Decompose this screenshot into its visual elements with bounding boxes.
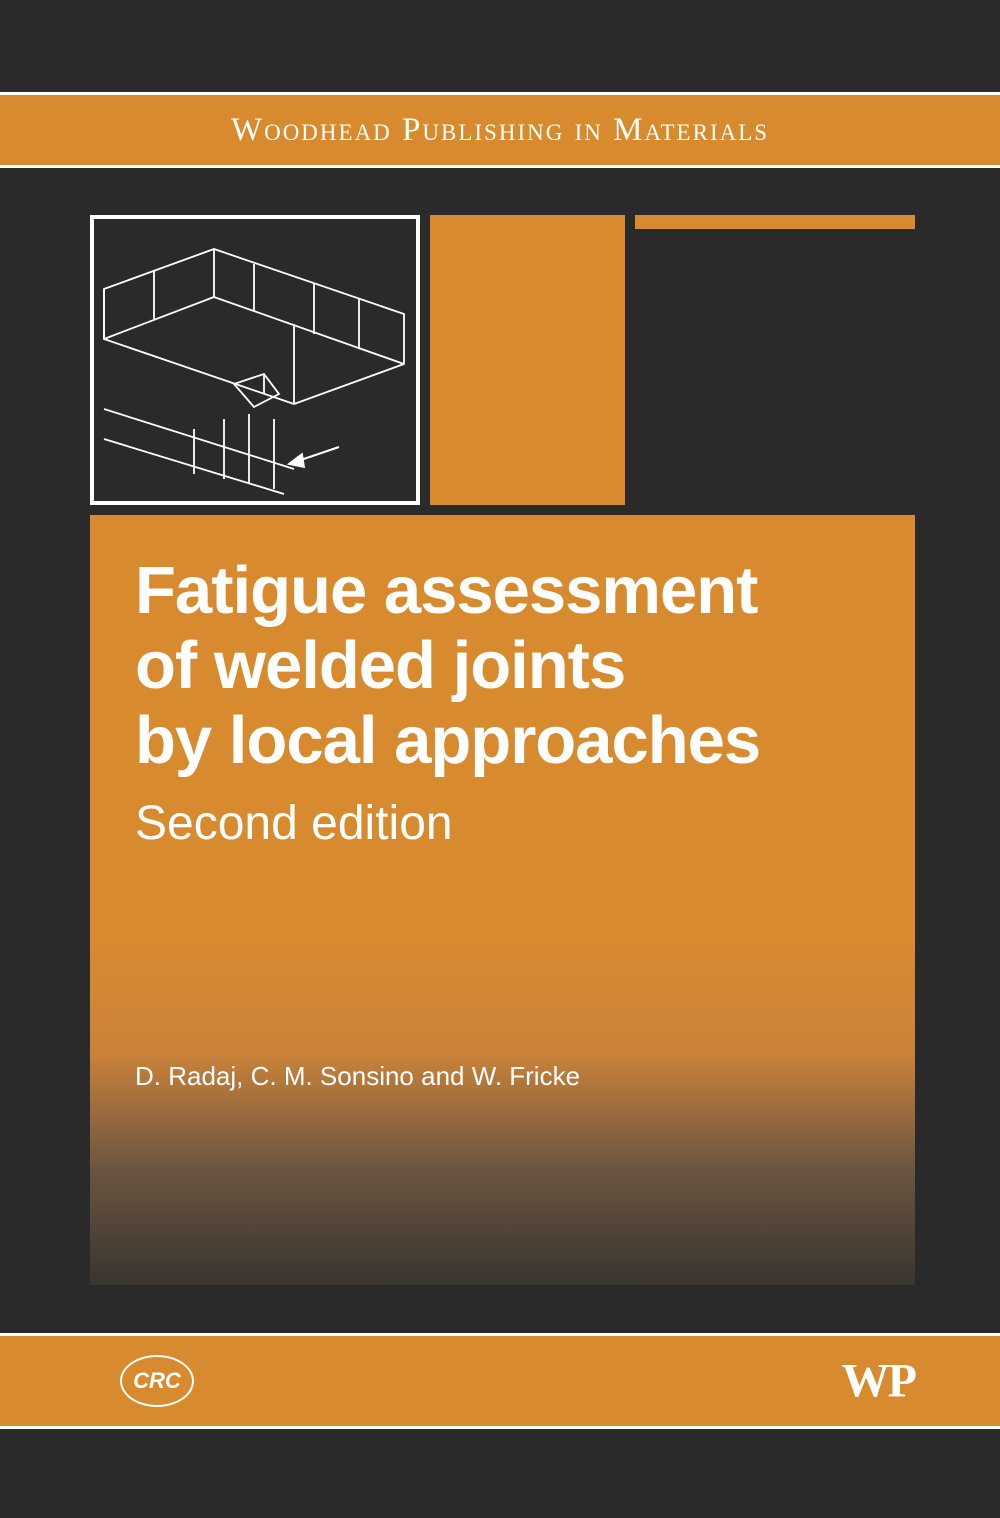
edition-label: Second edition <box>135 796 870 851</box>
wp-logo: WP <box>842 1354 915 1409</box>
crc-logo: CRC <box>120 1355 194 1407</box>
cover-diagram <box>90 215 420 505</box>
title-panel: Fatigue assessment of welded joints by l… <box>90 515 915 1285</box>
series-title: Woodhead Publishing in Materials <box>231 112 769 149</box>
series-banner: Woodhead Publishing in Materials <box>0 92 1000 168</box>
weld-mesh-diagram <box>94 219 416 501</box>
publisher-banner: CRC WP <box>0 1333 1000 1429</box>
authors: D. Radaj, C. M. Sonsino and W. Fricke <box>135 1061 870 1092</box>
book-title: Fatigue assessment of welded joints by l… <box>135 553 870 778</box>
crc-text: CRC <box>133 1368 181 1394</box>
accent-block-vertical <box>430 215 625 505</box>
accent-block-horizontal <box>635 215 915 229</box>
title-line-3: by local approaches <box>135 703 760 778</box>
title-line-1: Fatigue assessment <box>135 553 758 628</box>
title-line-2: of welded joints <box>135 628 625 703</box>
